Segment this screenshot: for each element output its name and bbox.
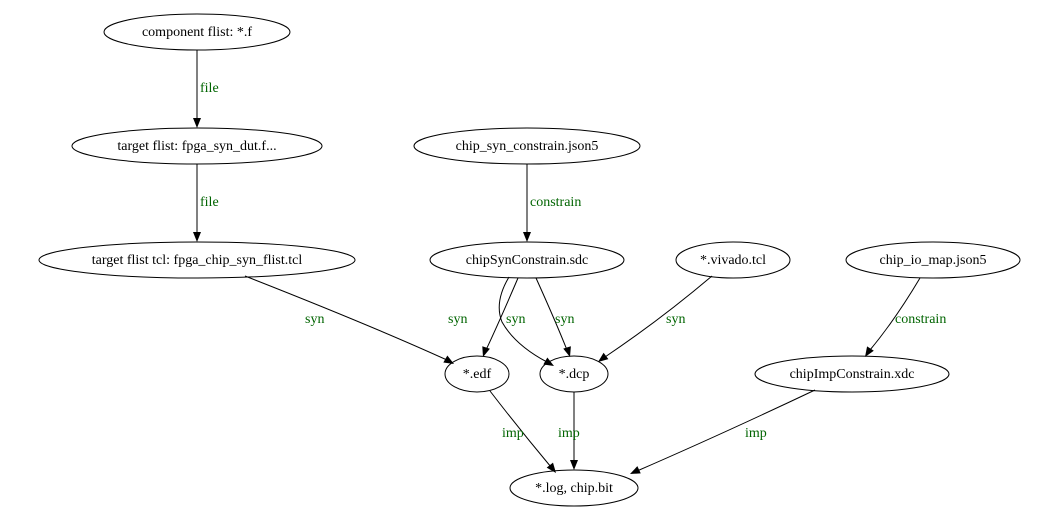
node-label: *.log, chip.bit xyxy=(535,481,613,496)
node-label: target flist tcl: fpga_chip_syn_flist.tc… xyxy=(92,253,303,268)
node-n1: target flist: fpga_syn_dut.f... xyxy=(72,128,322,164)
edge-label: syn xyxy=(448,312,467,327)
nodes-layer: component flist: *.f target flist: fpga_s… xyxy=(39,14,1020,506)
edge-n0-n1: file xyxy=(193,50,219,128)
edge-n4-n8: syn xyxy=(536,278,574,357)
node-n2: target flist tcl: fpga_chip_syn_flist.tc… xyxy=(39,242,355,278)
edge-n1-n2: file xyxy=(193,164,219,242)
edge-label: imp xyxy=(558,426,580,441)
edge-label: syn xyxy=(555,312,574,327)
node-label: *.vivado.tcl xyxy=(700,253,766,268)
node-label: chip_io_map.json5 xyxy=(880,253,987,268)
node-n6: chip_io_map.json5 xyxy=(846,242,1020,278)
node-label: *.dcp xyxy=(559,367,590,382)
node-n9: chipImpConstrain.xdc xyxy=(755,356,949,392)
edge-label: syn xyxy=(506,312,525,327)
edge-n2-n7: syn xyxy=(245,276,454,364)
node-n8: *.dcp xyxy=(540,356,608,392)
node-label: *.edf xyxy=(463,367,492,382)
edge-n7-n10: imp xyxy=(490,391,556,473)
edge-n6-n9: constrain xyxy=(865,278,946,357)
dependency-graph: file file constrain syn syn syn syn syn constrai… xyxy=(0,0,1048,523)
edge-n4-n8: syn xyxy=(499,277,554,366)
node-label: target flist: fpga_syn_dut.f... xyxy=(117,139,276,154)
node-n10: *.log, chip.bit xyxy=(510,470,638,506)
edge-label: imp xyxy=(745,426,767,441)
edge-label: syn xyxy=(305,312,324,327)
edge-label: file xyxy=(200,195,219,210)
node-n0: component flist: *.f xyxy=(104,14,290,50)
edge-label: constrain xyxy=(530,195,581,210)
edge-label: file xyxy=(200,81,219,96)
node-n7: *.edf xyxy=(445,356,509,392)
node-n3: chip_syn_constrain.json5 xyxy=(414,128,640,164)
node-label: component flist: *.f xyxy=(142,25,252,40)
edge-n5-n8: syn xyxy=(598,276,712,362)
node-label: chipImpConstrain.xdc xyxy=(790,367,915,382)
edge-label: syn xyxy=(666,312,685,327)
node-label: chip_syn_constrain.json5 xyxy=(456,139,599,154)
edge-n8-n10: imp xyxy=(558,392,580,470)
node-label: chipSynConstrain.sdc xyxy=(466,253,589,268)
node-n4: chipSynConstrain.sdc xyxy=(430,242,624,278)
edge-n9-n10: imp xyxy=(630,390,815,474)
edge-n3-n4: constrain xyxy=(523,164,581,242)
edge-label: imp xyxy=(502,426,524,441)
edge-label: constrain xyxy=(895,312,946,327)
node-n5: *.vivado.tcl xyxy=(676,242,790,278)
